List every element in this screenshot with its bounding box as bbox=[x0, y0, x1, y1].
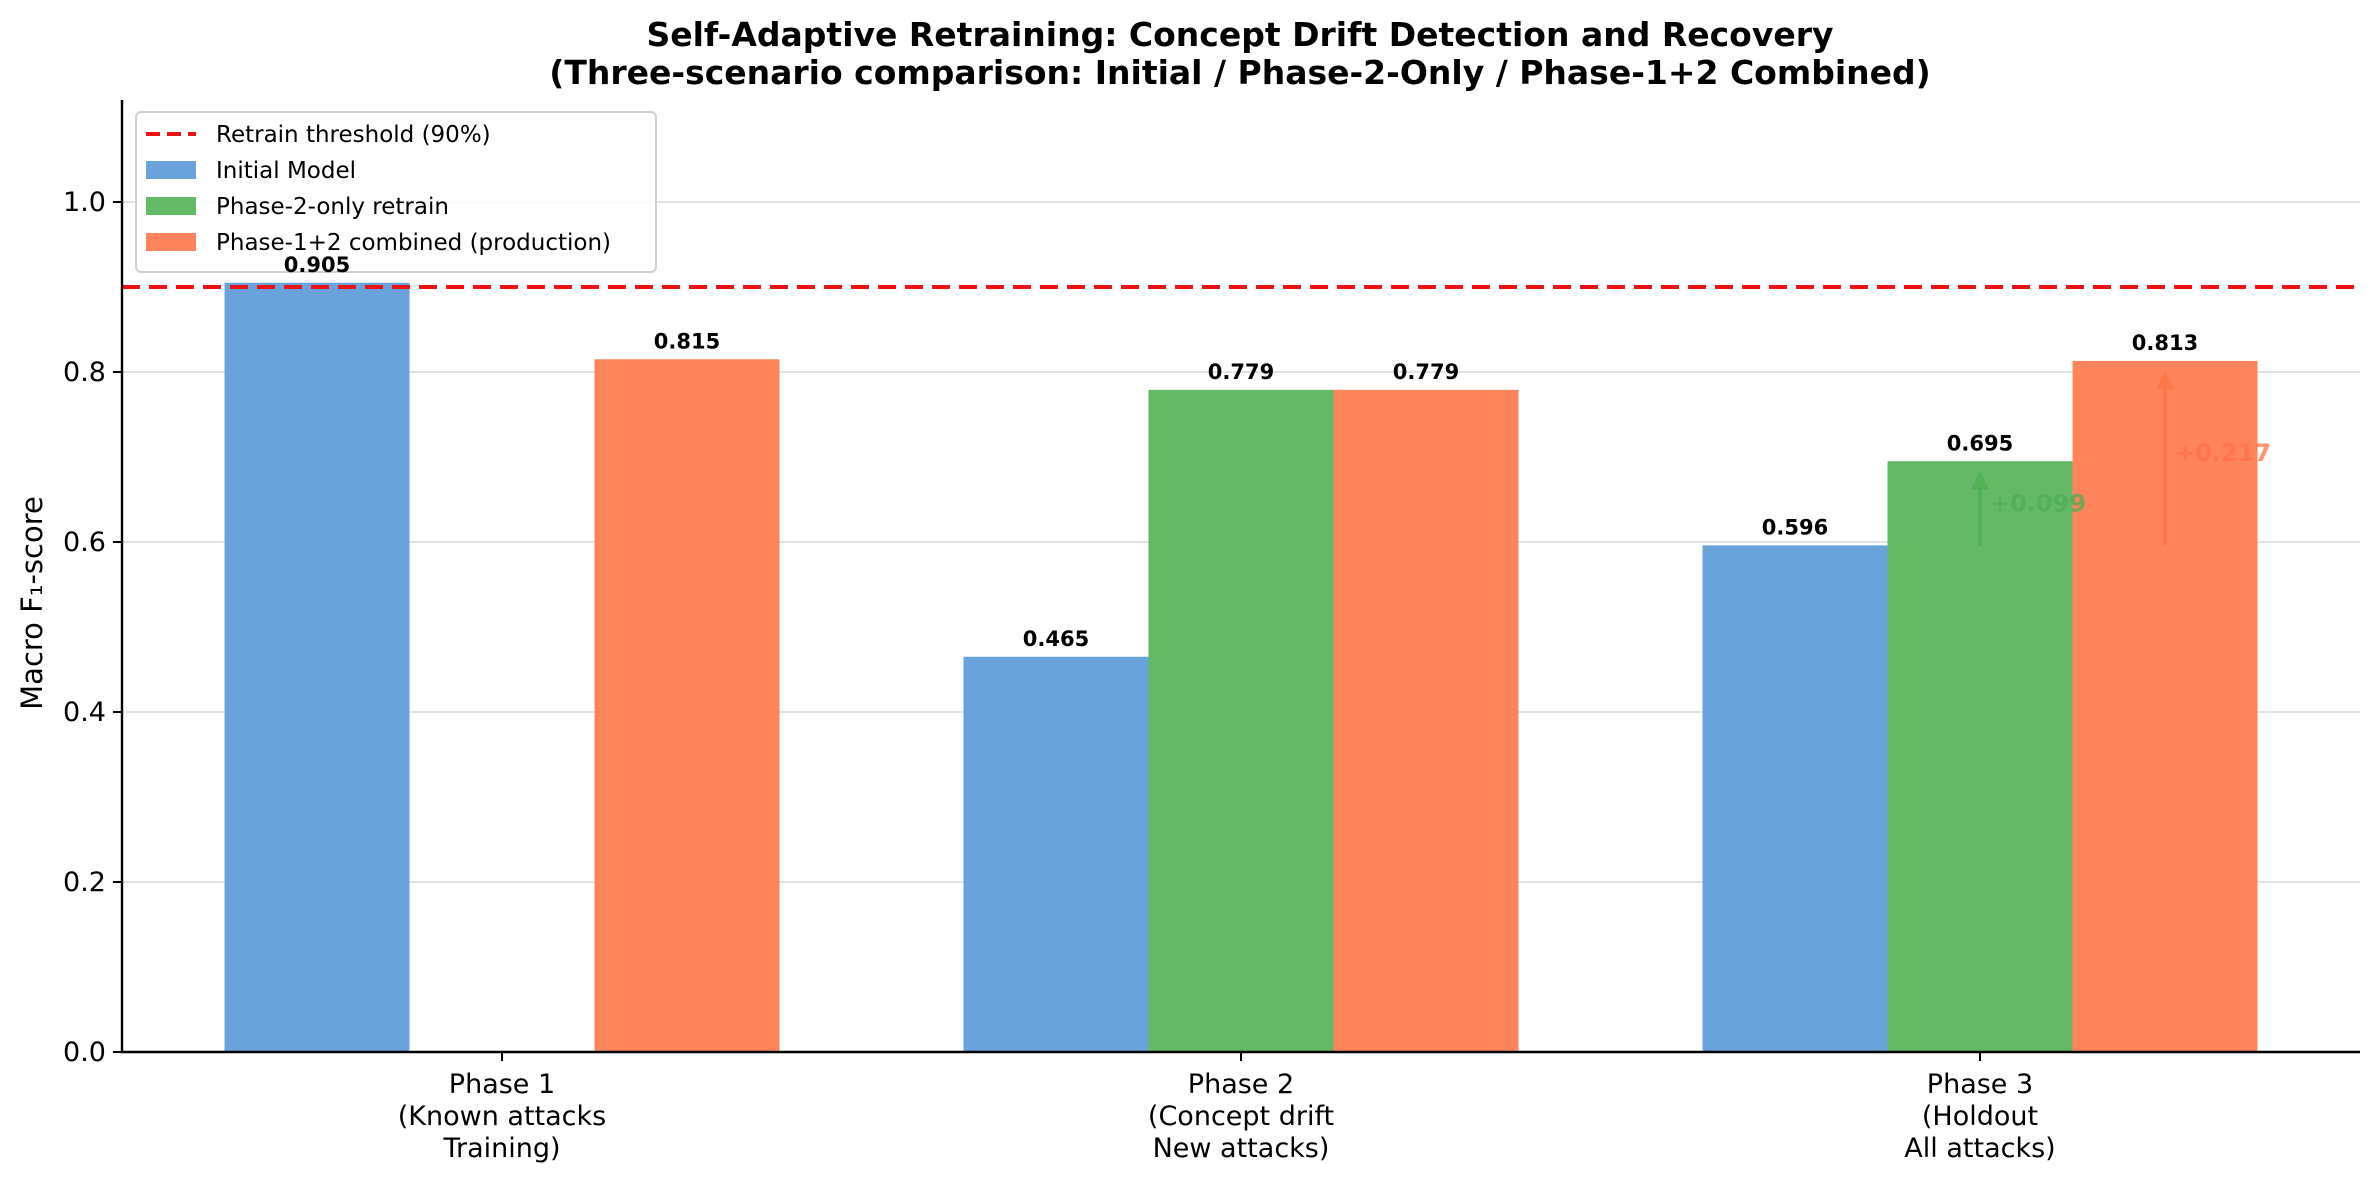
x-tick-label-line: Phase 2 bbox=[1188, 1069, 1294, 1100]
data-label: 0.465 bbox=[1023, 627, 1089, 651]
x-tick-label-line: All attacks) bbox=[1904, 1133, 2055, 1164]
chart-title-line-1: Self-Adaptive Retraining: Concept Drift … bbox=[646, 15, 1833, 54]
bar bbox=[224, 282, 410, 1052]
data-label: 0.779 bbox=[1393, 360, 1459, 384]
y-tick-labels: 0.0 0.2 0.4 0.6 0.8 1.0 bbox=[63, 187, 122, 1068]
x-tick-label-line: Training) bbox=[442, 1133, 560, 1164]
x-tick-label: Phase 3 (Holdout All attacks) bbox=[1904, 1069, 2055, 1164]
chart-title: Self-Adaptive Retraining: Concept Drift … bbox=[549, 15, 1931, 92]
gain-label: +0.217 bbox=[2175, 439, 2271, 467]
bar bbox=[594, 359, 780, 1052]
data-label: 0.695 bbox=[1947, 431, 2013, 455]
bar bbox=[1887, 461, 2073, 1052]
bar bbox=[963, 656, 1149, 1052]
x-tick-label-line: Phase 1 bbox=[449, 1069, 555, 1100]
bar bbox=[1333, 389, 1519, 1053]
y-tick-label: 1.0 bbox=[63, 187, 106, 218]
x-tick-labels: Phase 1 (Known attacks Training) Phase 2 (Co… bbox=[398, 1052, 2056, 1164]
bars bbox=[224, 282, 2258, 1053]
y-tick-label: 0.0 bbox=[63, 1037, 106, 1068]
chart-title-line-2: (Three-scenario comparison: Initial / Ph… bbox=[549, 53, 1931, 92]
x-tick-label: Phase 1 (Known attacks Training) bbox=[398, 1069, 606, 1164]
legend-swatch bbox=[146, 233, 196, 251]
y-tick-label: 0.6 bbox=[63, 527, 106, 558]
legend-box bbox=[135, 111, 657, 273]
legend-swatch bbox=[146, 161, 196, 179]
y-tick-label: 0.4 bbox=[63, 697, 106, 728]
axes bbox=[120, 100, 2360, 1054]
annotations: +0.099 +0.217 bbox=[1971, 370, 2271, 546]
x-tick-label: Phase 2 (Concept drift New attacks) bbox=[1148, 1069, 1334, 1164]
data-label: 0.815 bbox=[654, 329, 720, 353]
legend-entry-label: Phase-2-only retrain bbox=[216, 194, 449, 220]
gain-arrowhead bbox=[2156, 370, 2174, 389]
data-label: 0.813 bbox=[2132, 331, 2198, 355]
data-labels: 0.905 0.465 0.596 0.779 0.695 0.815 0.779 0.813 bbox=[284, 253, 2198, 651]
bar bbox=[1148, 389, 1334, 1053]
x-tick-label-line: Phase 3 bbox=[1927, 1069, 2033, 1100]
x-tick-label-line: (Holdout bbox=[1922, 1101, 2038, 1132]
legend: Retrain threshold (90%) Initial Model Phas… bbox=[135, 111, 657, 273]
y-tick-label: 0.2 bbox=[63, 867, 106, 898]
x-tick-label-line: New attacks) bbox=[1153, 1133, 1330, 1164]
y-tick-label: 0.8 bbox=[63, 357, 106, 388]
gain-arrowhead bbox=[1971, 471, 1989, 490]
legend-swatch bbox=[146, 197, 196, 215]
x-tick-label-line: (Concept drift bbox=[1148, 1101, 1334, 1132]
bar bbox=[1702, 545, 1888, 1052]
legend-entry-label: Initial Model bbox=[216, 158, 356, 184]
data-label: 0.596 bbox=[1762, 515, 1828, 539]
gain-label: +0.099 bbox=[1990, 489, 2086, 517]
legend-entry-label: Retrain threshold (90%) bbox=[216, 122, 491, 148]
legend-entry-label: Phase-1+2 combined (production) bbox=[216, 230, 611, 256]
data-label: 0.779 bbox=[1208, 360, 1274, 384]
y-axis-label: Macro F₁-score bbox=[15, 496, 49, 710]
x-tick-label-line: (Known attacks bbox=[398, 1101, 606, 1132]
data-label: 0.905 bbox=[284, 253, 350, 277]
